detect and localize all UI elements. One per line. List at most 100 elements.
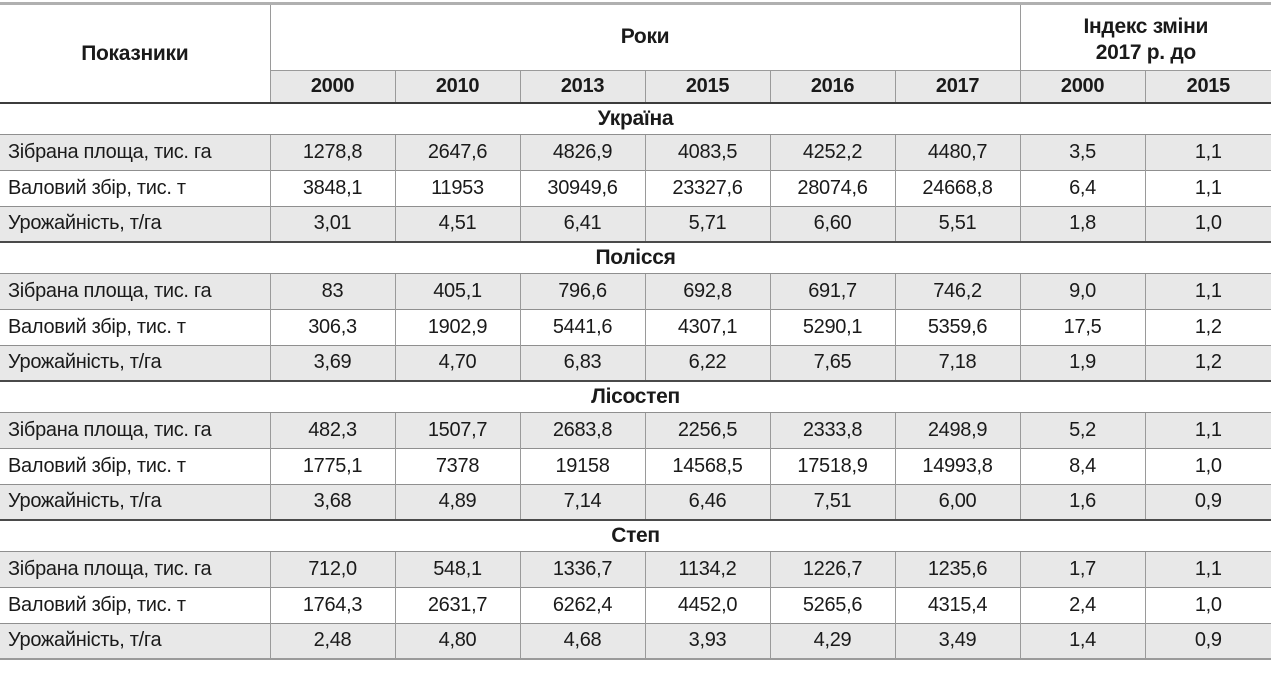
index-header-line1: Індекс зміни (1083, 15, 1209, 39)
data-cell: 7,18 (894, 344, 1021, 382)
column-header-years-group: Роки (270, 5, 1021, 71)
year-header-2017: 2017 (894, 69, 1021, 104)
data-cell: 1,8 (1019, 205, 1146, 243)
row-label: Зібрана площа, тис. га (0, 272, 270, 309)
data-cell: 306,3 (269, 308, 395, 345)
index-header-2015: 2015 (1144, 69, 1271, 104)
data-cell: 1,0 (1144, 447, 1271, 484)
data-cell: 796,6 (519, 272, 645, 309)
data-cell: 7378 (394, 447, 520, 484)
index-header-2000: 2000 (1019, 69, 1146, 104)
data-cell: 4826,9 (519, 133, 645, 170)
data-cell: 2498,9 (894, 411, 1021, 448)
table-row: Урожайність, т/га 2,48 4,80 4,68 3,93 4,29 3,4… (0, 622, 1271, 660)
data-cell: 548,1 (394, 550, 520, 587)
index-header-line2: 2017 р. до (1095, 41, 1197, 65)
year-header-2000: 2000 (270, 69, 395, 104)
table-row: Урожайність, т/га 3,68 4,89 7,14 6,46 7,51 6,0… (0, 483, 1271, 521)
data-cell: 482,3 (269, 411, 395, 448)
year-header-2016: 2016 (769, 69, 895, 104)
data-cell: 1,2 (1144, 308, 1271, 345)
data-cell: 6,22 (644, 344, 770, 382)
header-row-years: 2000 2010 2013 2015 2016 2017 2000 2015 (0, 69, 1271, 104)
row-label: Зібрана площа, тис. га (0, 411, 270, 448)
data-cell: 6,41 (519, 205, 645, 243)
data-cell: 0,9 (1144, 483, 1271, 521)
data-cell: 1235,6 (894, 550, 1021, 587)
data-cell: 1507,7 (394, 411, 520, 448)
data-cell: 1,1 (1144, 550, 1271, 587)
data-cell: 6,4 (1019, 169, 1146, 206)
data-cell: 7,65 (769, 344, 895, 382)
cropped-top-rule (0, 2, 1271, 5)
data-cell: 1,1 (1144, 411, 1271, 448)
data-cell: 0,9 (1144, 622, 1271, 660)
data-cell: 17,5 (1019, 308, 1146, 345)
row-label: Валовий збір, тис. т (0, 169, 270, 206)
data-cell: 5265,6 (769, 586, 895, 623)
row-label: Зібрана площа, тис. га (0, 550, 270, 587)
row-label: Валовий збір, тис. т (0, 308, 270, 345)
data-cell: 1336,7 (519, 550, 645, 587)
data-cell: 4,89 (394, 483, 520, 521)
data-cell: 2631,7 (394, 586, 520, 623)
table-row: Зібрана площа, тис. га 83 405,1 796,6 692,8 6… (0, 272, 1271, 309)
section-title: Степ (0, 520, 1271, 551)
data-cell: 692,8 (644, 272, 770, 309)
data-cell: 4452,0 (644, 586, 770, 623)
data-cell: 4307,1 (644, 308, 770, 345)
data-cell: 24668,8 (894, 169, 1021, 206)
data-cell: 5,2 (1019, 411, 1146, 448)
data-cell: 2256,5 (644, 411, 770, 448)
data-cell: 712,0 (269, 550, 395, 587)
data-cell: 23327,6 (644, 169, 770, 206)
data-cell: 6,83 (519, 344, 645, 382)
data-cell: 14568,5 (644, 447, 770, 484)
data-cell: 1,4 (1019, 622, 1146, 660)
table-row: Урожайність, т/га 3,01 4,51 6,41 5,71 6,60 5,5… (0, 205, 1271, 243)
data-cell: 5441,6 (519, 308, 645, 345)
data-cell: 3,93 (644, 622, 770, 660)
row-label: Урожайність, т/га (0, 483, 270, 521)
data-cell: 7,51 (769, 483, 895, 521)
row-label: Урожайність, т/га (0, 344, 270, 382)
data-cell: 3,68 (269, 483, 395, 521)
section-title-row: Степ (0, 520, 1271, 551)
data-cell: 14993,8 (894, 447, 1021, 484)
row-label: Урожайність, т/га (0, 622, 270, 660)
data-cell: 2,48 (269, 622, 395, 660)
data-cell: 1,6 (1019, 483, 1146, 521)
section-title-row: Лісостеп (0, 381, 1271, 412)
header-row-groups: Показники Роки Індекс зміни 2017 р. до (0, 5, 1271, 104)
data-cell: 4315,4 (894, 586, 1021, 623)
column-header-index-group: Індекс зміни 2017 р. до (1020, 5, 1271, 71)
data-cell: 3,49 (894, 622, 1021, 660)
data-cell: 9,0 (1019, 272, 1146, 309)
table-row: Валовий збір, тис. т 1775,1 7378 19158 14568… (0, 447, 1271, 484)
data-cell: 4,80 (394, 622, 520, 660)
data-cell: 19158 (519, 447, 645, 484)
table-row: Зібрана площа, тис. га 482,3 1507,7 2683,8 2… (0, 411, 1271, 448)
table-row: Зібрана площа, тис. га 1278,8 2647,6 4826,9… (0, 133, 1271, 170)
data-cell: 6,00 (894, 483, 1021, 521)
data-cell: 1902,9 (394, 308, 520, 345)
data-cell: 5,71 (644, 205, 770, 243)
data-cell: 746,2 (894, 272, 1021, 309)
data-cell: 1226,7 (769, 550, 895, 587)
year-header-2013: 2013 (519, 69, 645, 104)
row-label: Урожайність, т/га (0, 205, 270, 243)
data-cell: 2,4 (1019, 586, 1146, 623)
data-cell: 5359,6 (894, 308, 1021, 345)
data-cell: 1,2 (1144, 344, 1271, 382)
data-cell: 4,29 (769, 622, 895, 660)
data-cell: 3,5 (1019, 133, 1146, 170)
data-cell: 6262,4 (519, 586, 645, 623)
table-row: Зібрана площа, тис. га 712,0 548,1 1336,7 11… (0, 550, 1271, 587)
year-header-2010: 2010 (394, 69, 520, 104)
table-row: Урожайність, т/га 3,69 4,70 6,83 6,22 7,65 7,1… (0, 344, 1271, 382)
data-cell: 1,0 (1144, 205, 1271, 243)
data-cell: 4,68 (519, 622, 645, 660)
crop-statistics-table: Показники Роки Індекс зміни 2017 р. до 2… (0, 5, 1271, 660)
data-cell: 11953 (394, 169, 520, 206)
row-label: Зібрана площа, тис. га (0, 133, 270, 170)
